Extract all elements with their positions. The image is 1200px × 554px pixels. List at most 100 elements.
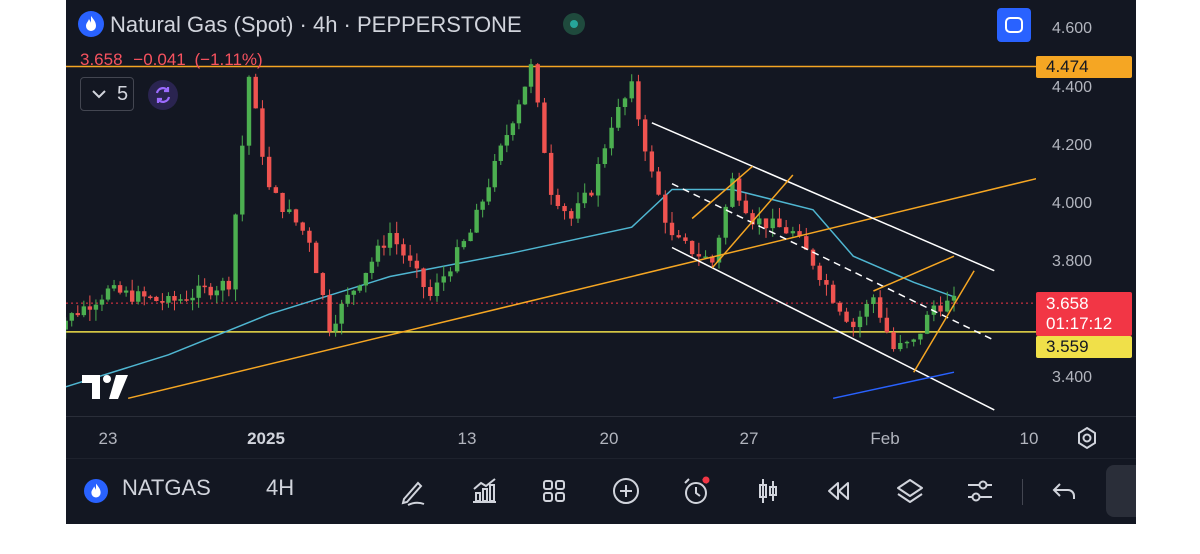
- candle-down: [428, 287, 433, 297]
- time-axis[interactable]: 23 2025 13 20 27 Feb 10: [66, 416, 1136, 459]
- chevron-down-icon: [91, 84, 107, 110]
- candle-down: [401, 244, 406, 256]
- candle-up: [351, 290, 356, 295]
- candle-up: [757, 218, 762, 225]
- indicators-icon[interactable]: [464, 473, 504, 509]
- rising-wedge-1-lower: [711, 174, 794, 269]
- candle-down: [202, 285, 207, 288]
- channel-lower: [671, 246, 995, 411]
- price-tick: 4.400: [1052, 79, 1093, 96]
- rising-wedge-2-lower: [913, 270, 975, 373]
- candle-down: [172, 295, 177, 301]
- candle-down: [320, 273, 326, 296]
- chart-settings-gear-icon[interactable]: [1074, 425, 1100, 451]
- candle-type-icon[interactable]: [748, 473, 788, 509]
- indicator-count: 5: [117, 83, 129, 105]
- candle-down: [696, 254, 702, 257]
- candle-down: [129, 290, 135, 302]
- candle-up: [504, 135, 510, 146]
- candle-down: [562, 205, 567, 212]
- candle-up: [609, 127, 614, 149]
- candle-up: [178, 299, 183, 301]
- candle-up: [629, 81, 634, 99]
- candle-down: [381, 245, 387, 248]
- candle-up: [448, 271, 453, 277]
- candle-up: [911, 339, 916, 342]
- more-tools-toggle[interactable]: [1106, 465, 1136, 517]
- candle-down: [642, 119, 648, 152]
- candle-up: [240, 145, 245, 215]
- candle-up: [387, 233, 393, 248]
- candle-down: [676, 235, 681, 238]
- candle-up: [369, 261, 375, 273]
- candle-up: [287, 209, 292, 212]
- candle-up: [602, 148, 608, 165]
- draw-icon[interactable]: [392, 473, 432, 509]
- layers-icon[interactable]: [890, 473, 930, 509]
- candle-down: [777, 218, 782, 228]
- symbol-title[interactable]: Natural Gas (Spot) · 4h · PEPPERSTONE: [110, 12, 522, 37]
- candle-up: [716, 237, 722, 263]
- candle-down: [148, 296, 153, 298]
- candle-down: [414, 260, 420, 269]
- candle-down: [817, 265, 822, 281]
- fullscreen-button[interactable]: [997, 8, 1031, 42]
- toolbar-divider: [1022, 479, 1023, 505]
- add-icon[interactable]: [606, 473, 646, 509]
- candle-down: [683, 237, 688, 241]
- candle-down: [160, 300, 165, 303]
- price-tick: 3.800: [1052, 253, 1093, 270]
- settings-icon[interactable]: [960, 473, 1000, 509]
- candle-up: [345, 294, 350, 304]
- candle-down: [208, 286, 213, 296]
- alert-icon[interactable]: [676, 473, 716, 509]
- chart-plot-area[interactable]: Natural Gas (Spot) · 4h · PEPPERSTONE 3.…: [66, 0, 1036, 416]
- candle-down: [938, 305, 943, 312]
- bar-countdown: 01:17:12: [1046, 314, 1113, 333]
- sync-icon[interactable]: [148, 80, 178, 110]
- resistance-price-tag: 4.474: [1036, 56, 1132, 78]
- candle-down: [824, 280, 829, 285]
- candle-down: [804, 236, 809, 250]
- candle-down: [884, 317, 890, 333]
- candle-up: [69, 313, 74, 321]
- candle-down: [656, 171, 661, 195]
- candle-up: [918, 333, 923, 340]
- candle-down: [837, 302, 843, 312]
- candle-up: [111, 285, 117, 289]
- candle-up: [864, 303, 869, 317]
- candle-down: [273, 187, 279, 193]
- candle-up: [945, 300, 950, 312]
- candle-up: [357, 285, 362, 291]
- indicators-toggle[interactable]: 5: [80, 77, 134, 111]
- undo-icon[interactable]: [1044, 473, 1084, 509]
- replay-icon[interactable]: [818, 473, 858, 509]
- candle-up: [522, 86, 528, 105]
- trading-app: Natural Gas (Spot) · 4h · PEPPERSTONE 3.…: [66, 0, 1136, 524]
- candle-up: [723, 206, 728, 238]
- candle-up: [333, 323, 338, 332]
- price-axis[interactable]: 4.600 4.400 4.200 4.000 3.800 3.400 4.47…: [1036, 0, 1136, 416]
- candle-up: [857, 316, 863, 328]
- candle-down: [783, 227, 789, 234]
- candle-up: [616, 106, 621, 128]
- layout-grid-icon[interactable]: [534, 473, 574, 509]
- candle-down: [750, 213, 755, 225]
- candle-down: [421, 268, 426, 288]
- interval-button[interactable]: 4H: [266, 475, 295, 500]
- candle-up: [703, 256, 708, 258]
- price-change-row: 3.658 −0.041 (−1.11%): [80, 50, 263, 70]
- symbol-button[interactable]: NATGAS: [122, 475, 211, 500]
- candle-down: [669, 222, 675, 236]
- candle-up: [582, 192, 587, 204]
- support-price-tag: 3.559: [1036, 336, 1132, 358]
- candle-down: [300, 222, 305, 231]
- candle-up: [595, 164, 601, 196]
- channel-upper: [651, 122, 995, 272]
- price-change-percent: (−1.11%): [194, 50, 263, 69]
- candle-up: [99, 299, 105, 305]
- market-status-icon[interactable]: [563, 13, 585, 35]
- candlestick-chart[interactable]: [66, 0, 1036, 416]
- candle-down: [763, 218, 769, 229]
- candle-up: [461, 241, 467, 248]
